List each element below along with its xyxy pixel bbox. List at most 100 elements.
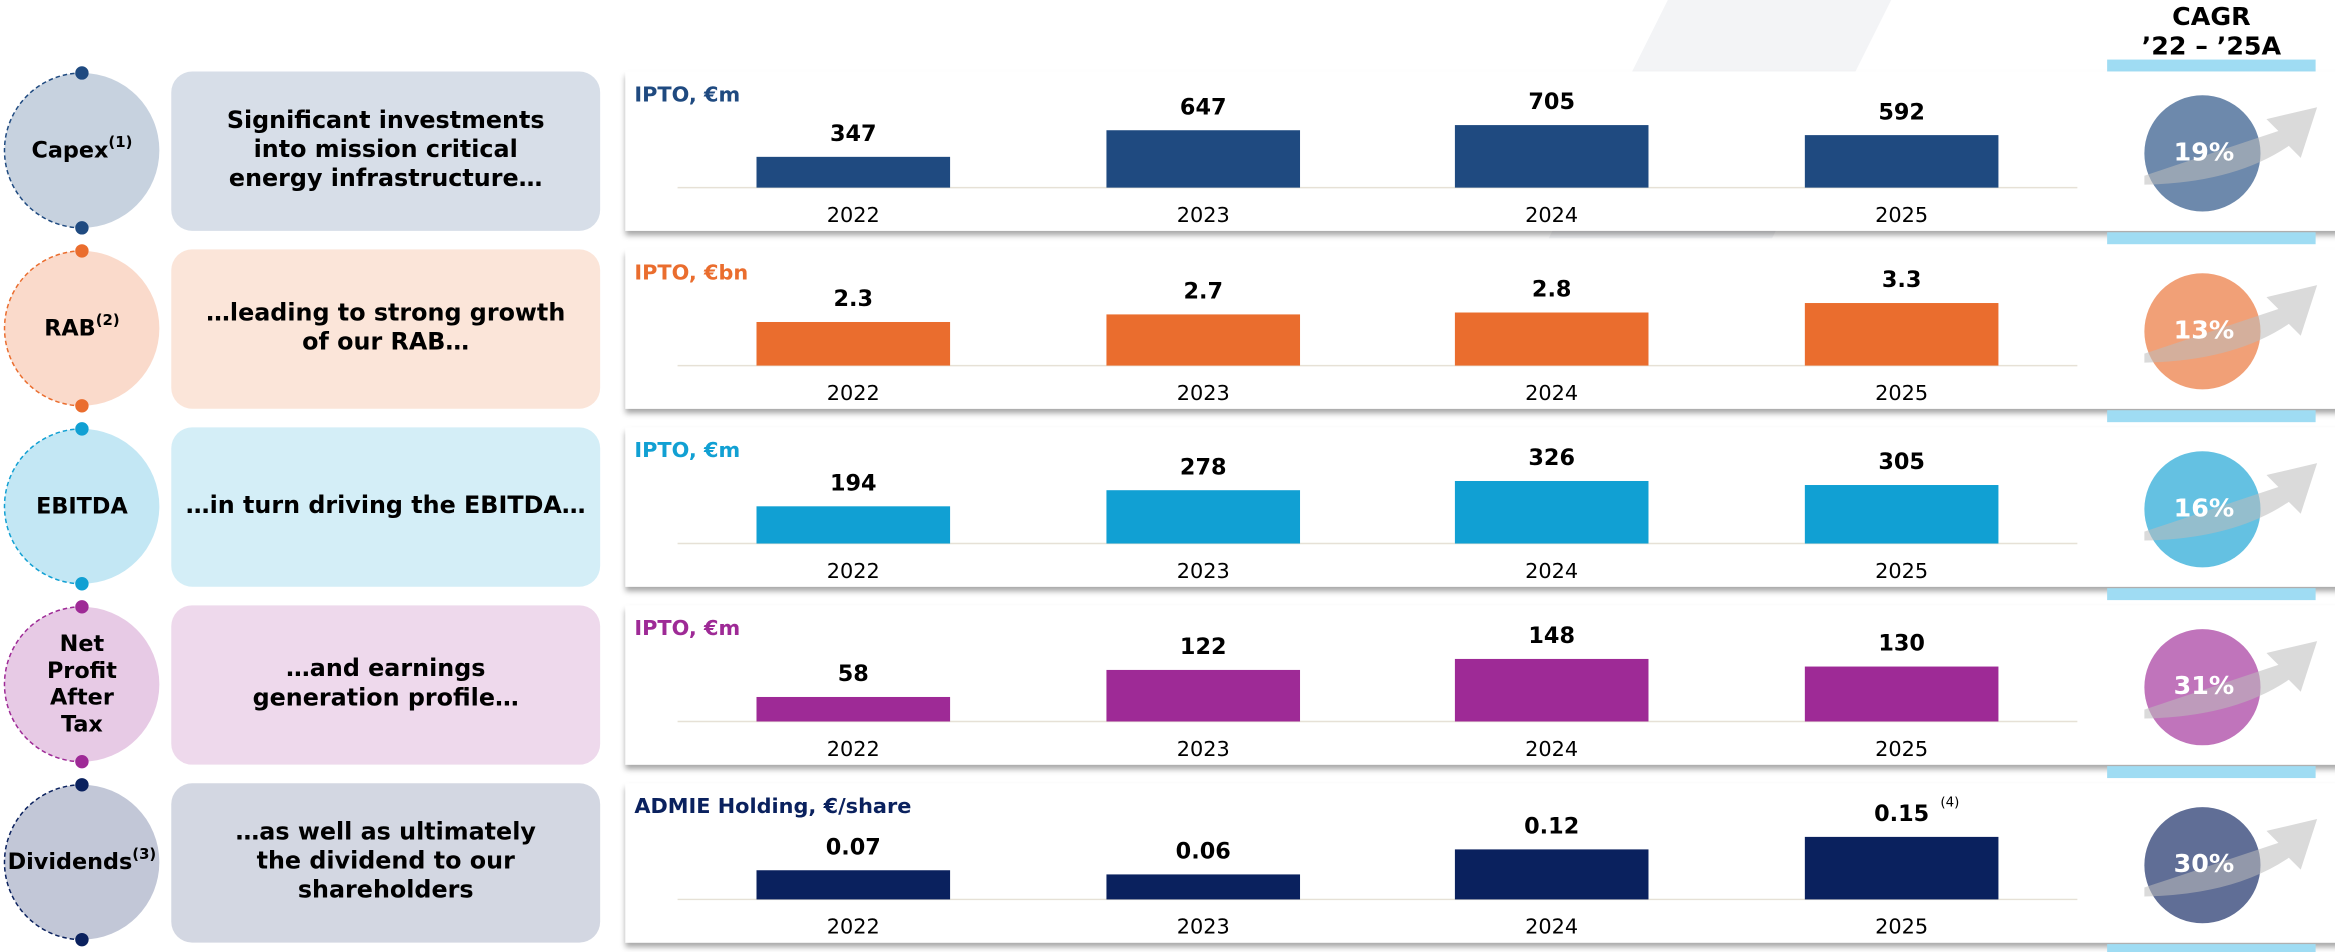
cagr-value: 19% xyxy=(2174,137,2235,166)
bar xyxy=(1106,874,1301,900)
x-tick-label: 2023 xyxy=(1177,915,1230,939)
dashed-arc xyxy=(3,250,82,407)
x-tick-label: 2022 xyxy=(827,559,880,583)
chart-title: IPTO, €bn xyxy=(634,260,748,284)
row-circle xyxy=(4,428,160,584)
x-tick-label: 2025 xyxy=(1875,737,1928,761)
row-label: Profit xyxy=(47,657,117,683)
row-label-note: (1) xyxy=(108,133,132,151)
dot xyxy=(75,577,89,591)
bar xyxy=(756,870,951,900)
bar xyxy=(1106,490,1301,544)
description-box xyxy=(171,71,601,231)
cagr-band xyxy=(2107,232,2316,245)
dashed-arc xyxy=(3,72,82,229)
x-tick-label: 2022 xyxy=(827,915,880,939)
description: into mission critical xyxy=(254,135,518,163)
cagr-value: 30% xyxy=(2174,849,2235,878)
x-tick-label: 2023 xyxy=(1177,203,1230,227)
bar xyxy=(1804,135,1999,188)
cagr-header: ’22 – ’25A xyxy=(2142,32,2282,61)
description: energy infrastructure… xyxy=(229,164,543,192)
bar xyxy=(1106,130,1301,188)
dashed-arc xyxy=(3,428,82,585)
data-label: 647 xyxy=(1180,94,1227,120)
description: …and earnings xyxy=(286,654,485,682)
row-label: EBITDA xyxy=(36,493,128,519)
row-label: Capex(1) xyxy=(31,133,132,163)
description: of our RAB… xyxy=(302,327,469,355)
dot xyxy=(75,754,89,769)
chart-title: IPTO, €m xyxy=(634,82,740,106)
row-label: Dividends(3) xyxy=(8,845,157,875)
data-label: 0.07 xyxy=(826,834,881,860)
cagr-arrow xyxy=(2144,641,2318,719)
bar xyxy=(1804,485,1999,544)
bar xyxy=(1804,666,1999,722)
x-tick-label: 2025 xyxy=(1875,381,1928,405)
cagr-arrow xyxy=(2144,463,2318,541)
chart-title: ADMIE Holding, €/share xyxy=(634,794,911,818)
data-label: 2.8 xyxy=(1532,277,1572,303)
bar xyxy=(756,696,951,722)
bar xyxy=(756,156,951,188)
cagr-value: 31% xyxy=(2174,671,2235,700)
description: generation profile… xyxy=(253,683,519,711)
chart-title: IPTO, €m xyxy=(634,616,740,640)
bar xyxy=(1804,836,1999,900)
row-label-text: EBITDA xyxy=(36,493,128,519)
row-label: Tax xyxy=(61,711,103,737)
bar xyxy=(1804,303,1999,366)
row-label: After xyxy=(50,684,114,710)
description: shareholders xyxy=(298,876,474,904)
row-label-note: (3) xyxy=(132,845,156,863)
cagr-band xyxy=(2107,588,2316,601)
dot xyxy=(75,244,89,258)
description: …in turn driving the EBITDA… xyxy=(186,491,586,519)
row-label: RAB(2) xyxy=(44,311,119,341)
dot xyxy=(75,600,89,614)
bar xyxy=(1454,480,1649,544)
description: …leading to strong growth xyxy=(206,298,565,326)
data-label: 3.3 xyxy=(1882,267,1922,293)
bar xyxy=(756,506,951,544)
cagr-value: 16% xyxy=(2174,493,2235,522)
cagr-arrow xyxy=(2144,819,2318,897)
cagr-band xyxy=(2107,944,2316,952)
data-label: 347 xyxy=(830,121,877,147)
description-box xyxy=(171,783,601,943)
data-label: 2.3 xyxy=(834,286,874,312)
x-tick-label: 2022 xyxy=(827,737,880,761)
row-label-text: Dividends xyxy=(8,849,133,875)
data-label: 592 xyxy=(1878,99,1925,125)
row-label-note: (2) xyxy=(96,311,120,329)
description: Significant investments xyxy=(227,106,545,134)
row-label-text: After xyxy=(50,684,114,710)
x-tick-label: 2025 xyxy=(1875,915,1928,939)
x-tick-label: 2025 xyxy=(1875,203,1928,227)
x-tick-label: 2024 xyxy=(1525,559,1578,583)
cagr-value: 13% xyxy=(2174,315,2235,344)
bar xyxy=(1454,125,1649,188)
dot xyxy=(75,399,89,413)
cagr-band xyxy=(2107,766,2316,779)
data-label: 148 xyxy=(1528,623,1575,649)
row-label-text: Net xyxy=(60,631,105,657)
value-note: (4) xyxy=(1940,796,1959,811)
row-circle xyxy=(4,72,160,228)
dot xyxy=(75,221,89,235)
description: …as well as ultimately xyxy=(236,818,537,846)
x-tick-label: 2025 xyxy=(1875,559,1928,583)
dashed-arc xyxy=(3,784,82,941)
bar xyxy=(1454,312,1649,366)
x-tick-label: 2024 xyxy=(1525,381,1578,405)
row-circle xyxy=(4,606,160,762)
data-label: 130 xyxy=(1878,631,1925,657)
x-tick-label: 2022 xyxy=(827,203,880,227)
data-label: 305 xyxy=(1878,449,1925,475)
description-box xyxy=(171,605,601,765)
dashed-arc xyxy=(3,606,82,763)
description-box xyxy=(171,427,601,587)
